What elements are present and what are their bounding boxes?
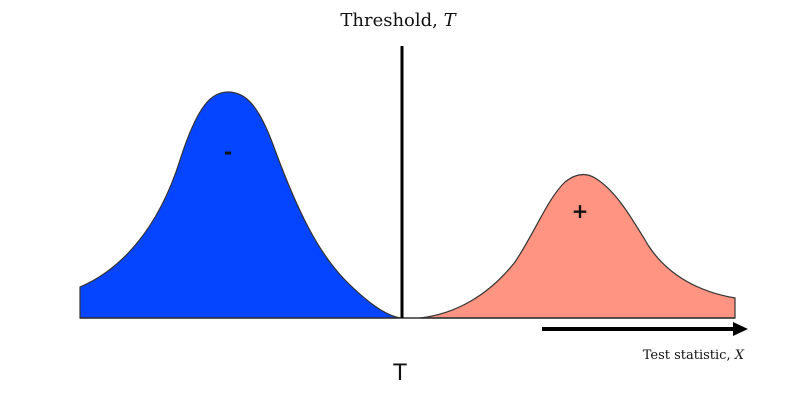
threshold-title: Threshold, T [340, 10, 457, 31]
threshold-marker-label: T [392, 361, 407, 386]
positive-distribution [419, 173, 736, 319]
positive-class-label: + [572, 199, 589, 223]
x-axis-label: Test statistic, X [643, 348, 745, 363]
x-axis-arrow-head [733, 322, 748, 336]
negative-class-label: - [224, 140, 232, 164]
negative-distribution [79, 91, 401, 319]
